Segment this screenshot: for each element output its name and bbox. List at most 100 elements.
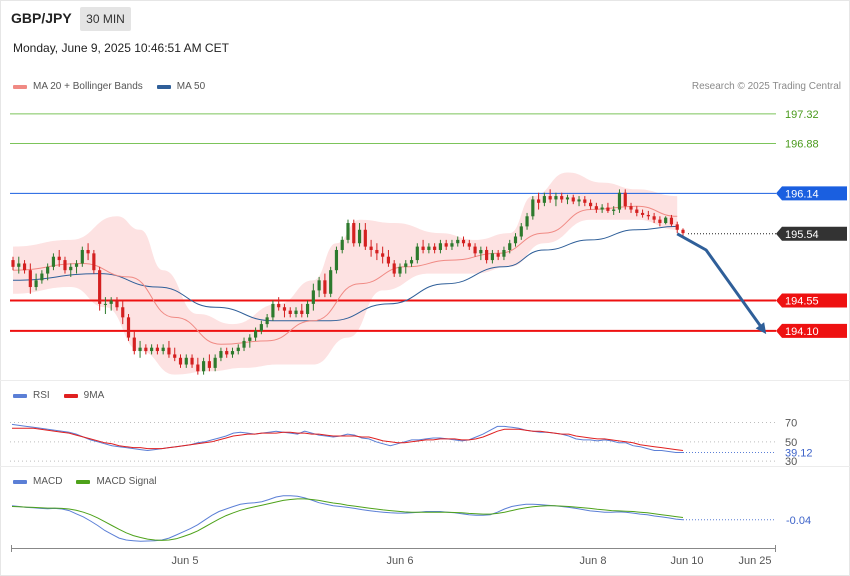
candle-body — [138, 347, 142, 352]
level-label-197.32: 197.32 — [785, 109, 819, 121]
candle — [155, 344, 159, 355]
candle-body — [225, 351, 229, 355]
candle-body — [63, 260, 67, 271]
candle-body — [144, 347, 148, 352]
candle-body — [259, 324, 263, 331]
candle-body — [658, 219, 662, 224]
candle — [277, 297, 281, 311]
candle-body — [40, 273, 44, 281]
candle-body — [357, 229, 362, 244]
candle — [34, 273, 38, 291]
candle — [305, 300, 310, 318]
candle — [554, 192, 558, 207]
timeframe-button[interactable]: 30 MIN — [80, 7, 131, 31]
candle-body — [271, 303, 275, 318]
macd-last-value: -0.04 — [786, 515, 811, 527]
candle — [178, 354, 183, 368]
macd-signal-line — [11, 498, 684, 541]
level-label-194.10: 194.10 — [785, 326, 819, 338]
candle-body — [467, 243, 471, 247]
candle — [398, 263, 402, 277]
ma20-legend-label: MA 20 + Bollinger Bands — [33, 81, 143, 92]
candle — [184, 354, 188, 368]
candle-body — [184, 357, 188, 365]
candle — [669, 214, 674, 227]
candle-body — [11, 260, 15, 267]
price-legend: MA 20 + Bollinger Bands MA 50 — [13, 81, 219, 92]
candle-body — [132, 337, 136, 352]
macd-signal-swatch — [76, 479, 91, 484]
candle-body — [92, 253, 96, 271]
rsi-swatch — [13, 393, 27, 398]
candle — [502, 246, 506, 261]
macd-legend: MACD MACD Signal — [13, 476, 170, 487]
level-tag-195.54 — [776, 226, 847, 241]
macd-signal-legend-label: MACD Signal — [96, 476, 157, 487]
candle — [456, 236, 460, 247]
bollinger-band — [13, 172, 678, 375]
candle — [461, 236, 466, 247]
candle — [588, 199, 593, 210]
x-tick-jun-25: Jun 25 — [738, 555, 771, 567]
candle — [363, 223, 367, 250]
candle — [236, 344, 240, 355]
candle — [121, 300, 125, 325]
candle — [664, 216, 668, 225]
candle-body — [22, 263, 27, 271]
level-label-196.14: 196.14 — [785, 188, 819, 200]
candle-body — [34, 280, 38, 288]
candle-body — [433, 246, 437, 250]
candle — [577, 196, 581, 207]
candle-body — [242, 340, 246, 348]
candle — [519, 223, 523, 240]
chart-header: GBP/JPY 30 MIN — [0, 0, 850, 36]
candle — [225, 347, 229, 358]
candle — [386, 249, 391, 267]
candle — [594, 202, 598, 213]
candle-body — [548, 196, 552, 200]
candle — [600, 204, 604, 213]
candle — [652, 212, 656, 224]
candle-body — [450, 243, 454, 247]
candle — [323, 273, 327, 298]
candle-body — [519, 226, 523, 237]
candle-body — [588, 202, 593, 207]
candle-body — [150, 347, 154, 352]
candle — [635, 206, 639, 217]
candle-body — [375, 249, 379, 254]
candle-body — [173, 354, 177, 358]
candle-body — [577, 199, 581, 202]
candle-body — [635, 209, 639, 213]
candle-body — [473, 246, 477, 254]
candle — [144, 344, 148, 355]
candle — [479, 246, 483, 261]
candle — [658, 216, 662, 227]
candle — [86, 243, 90, 261]
candle — [103, 297, 108, 314]
candle — [230, 347, 235, 358]
candle-body — [571, 197, 575, 202]
candle-body — [565, 197, 570, 200]
candle — [560, 192, 564, 203]
candle-body — [51, 256, 56, 267]
candle-body — [629, 206, 633, 210]
candle — [271, 300, 275, 321]
candle — [317, 276, 321, 298]
candle — [427, 243, 431, 254]
candle-body — [277, 303, 281, 308]
candle — [490, 249, 494, 264]
candle-body — [236, 347, 240, 352]
candle-body — [485, 249, 489, 261]
candle — [565, 194, 570, 205]
candle-body — [253, 330, 258, 338]
candle — [219, 347, 223, 362]
candle — [17, 256, 21, 274]
candle — [346, 219, 350, 244]
candle-body — [513, 236, 518, 244]
candle — [375, 243, 379, 261]
candle — [438, 239, 443, 254]
candle — [167, 340, 171, 358]
x-tick-jun-5: Jun 5 — [172, 555, 199, 567]
candle-body — [496, 253, 500, 257]
candle-body — [594, 206, 598, 210]
